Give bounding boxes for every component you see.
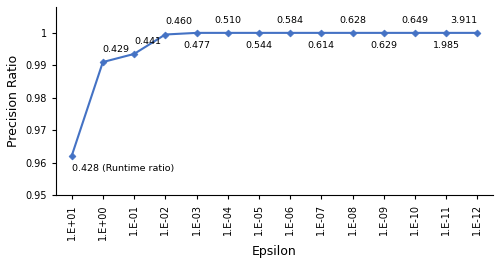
Text: 0.629: 0.629 bbox=[370, 41, 398, 50]
Text: 0.460: 0.460 bbox=[166, 17, 192, 26]
Text: 0.614: 0.614 bbox=[308, 41, 335, 50]
Y-axis label: Precision Ratio: Precision Ratio bbox=[7, 55, 20, 147]
Text: 0.649: 0.649 bbox=[402, 16, 428, 25]
Text: 0.429: 0.429 bbox=[103, 45, 130, 54]
Text: 3.911: 3.911 bbox=[450, 16, 477, 25]
Text: 0.428 (Runtime ratio): 0.428 (Runtime ratio) bbox=[72, 164, 174, 173]
Text: 0.628: 0.628 bbox=[339, 16, 366, 25]
Text: 1.985: 1.985 bbox=[432, 41, 460, 50]
X-axis label: Epsilon: Epsilon bbox=[252, 245, 297, 258]
Text: 0.510: 0.510 bbox=[214, 16, 241, 25]
Text: 0.441: 0.441 bbox=[134, 37, 161, 46]
Text: 0.477: 0.477 bbox=[183, 41, 210, 50]
Text: 0.544: 0.544 bbox=[246, 41, 272, 50]
Text: 0.584: 0.584 bbox=[276, 16, 303, 25]
